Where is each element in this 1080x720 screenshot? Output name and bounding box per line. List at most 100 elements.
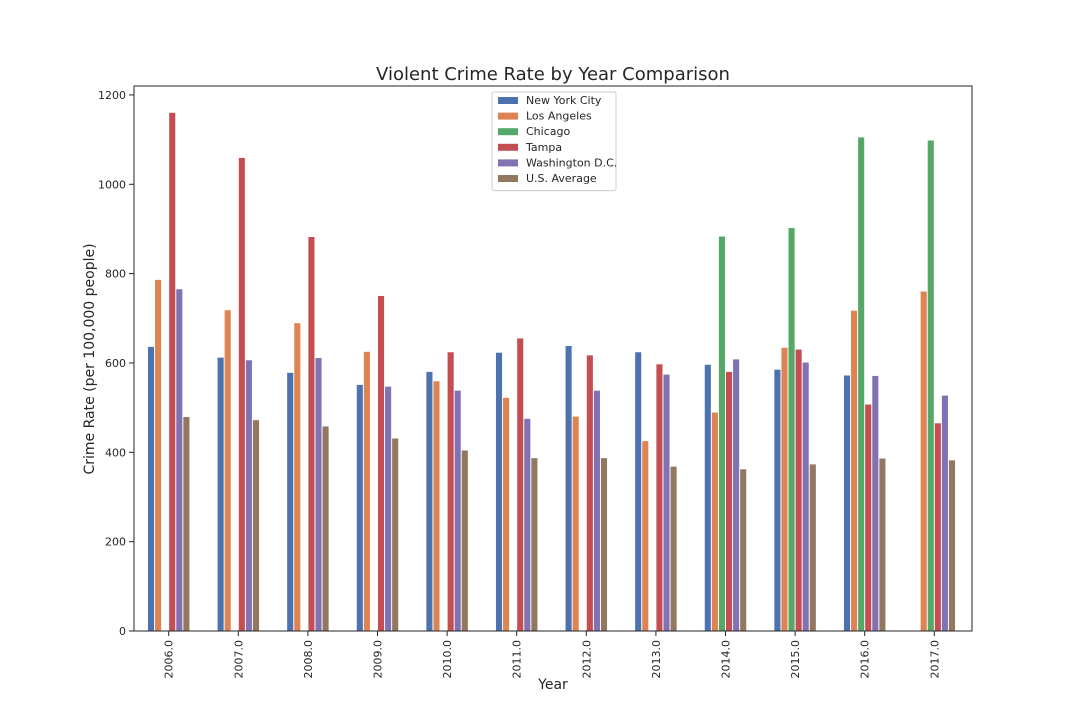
legend-swatch-u-s-average	[498, 175, 518, 182]
legend-swatch-los-angeles	[498, 112, 518, 120]
plot-frame	[133, 85, 973, 632]
legend-label-new-york-city: New York City	[526, 94, 602, 107]
y-tick-label: 600	[105, 357, 126, 370]
bar-new-york-city-2013-0	[635, 352, 642, 631]
bar-new-york-city-2009-0	[356, 384, 363, 631]
legend-swatch-washington-d-c-	[498, 159, 518, 167]
bar-new-york-city-2011-0	[495, 352, 503, 631]
bar-tampa-2015-0	[795, 349, 802, 631]
x-tick-label: 2014.0	[720, 640, 733, 679]
x-tick-label: 2009.0	[372, 640, 385, 679]
bar-new-york-city-2008-0	[287, 372, 294, 631]
y-tick-label: 0	[119, 625, 126, 638]
bar-u-s-average-2014-0	[740, 469, 747, 631]
legend-label-washington-d-c-: Washington D.C.	[526, 156, 617, 169]
legend-swatch-tampa	[498, 143, 518, 151]
chart-title: Violent Crime Rate by Year Comparison	[376, 64, 730, 85]
bar-new-york-city-2007-0	[217, 357, 224, 631]
bar-chicago-2014-0	[718, 236, 726, 632]
axis-ticks: 0 200 400 600 800 1000 1200 2006.0 2007.0 2008.0 2…	[98, 89, 941, 679]
bar-washington-d-c--2011-0	[524, 418, 531, 631]
x-tick-label: 2008.0	[302, 640, 315, 679]
bar-tampa-2007-0	[238, 157, 245, 632]
legend-label-los-angeles: Los Angeles	[526, 110, 592, 123]
bar-los-angeles-2012-0	[572, 416, 579, 631]
bar-new-york-city-2006-0	[147, 346, 155, 631]
bar-tampa-2017-0	[934, 423, 941, 631]
bar-los-angeles-2017-0	[920, 291, 927, 631]
bar-u-s-average-2017-0	[948, 460, 956, 631]
bar-washington-d-c--2009-0	[385, 386, 392, 631]
bar-chicago-2017-0	[927, 140, 934, 631]
bars	[147, 112, 956, 632]
x-tick-label: 2010.0	[441, 640, 454, 679]
bar-u-s-average-2013-0	[670, 466, 677, 631]
bar-tampa-2009-0	[377, 295, 385, 631]
bar-new-york-city-2012-0	[565, 345, 572, 631]
bar-new-york-city-2010-0	[426, 371, 433, 631]
legend-label-chicago: Chicago	[526, 125, 570, 138]
bar-los-angeles-2010-0	[433, 381, 440, 631]
y-tick-label: 800	[105, 268, 126, 281]
bar-u-s-average-2011-0	[531, 458, 538, 631]
legend-label-tampa: Tampa	[525, 141, 562, 154]
bar-los-angeles-2013-0	[642, 441, 649, 631]
bar-u-s-average-2009-0	[392, 438, 399, 631]
bar-washington-d-c--2010-0	[454, 390, 461, 631]
legend-label-u-s-average: U.S. Average	[526, 172, 597, 185]
bar-los-angeles-2007-0	[224, 310, 231, 631]
bar-u-s-average-2007-0	[252, 420, 260, 631]
x-tick-label: 2007.0	[232, 640, 245, 679]
bar-washington-d-c--2006-0	[176, 289, 183, 631]
bar-washington-d-c--2017-0	[941, 395, 948, 631]
y-tick-label: 200	[105, 536, 126, 549]
bar-washington-d-c--2007-0	[245, 360, 252, 631]
bar-chicago-2016-0	[858, 137, 865, 631]
bar-new-york-city-2016-0	[843, 375, 851, 631]
bar-los-angeles-2016-0	[851, 310, 858, 631]
bar-u-s-average-2015-0	[809, 464, 816, 631]
bar-washington-d-c--2012-0	[593, 390, 600, 631]
x-tick-label: 2011.0	[511, 640, 524, 679]
bar-los-angeles-2014-0	[711, 412, 718, 631]
bar-u-s-average-2012-0	[600, 458, 608, 631]
bar-tampa-2013-0	[656, 364, 663, 631]
bar-los-angeles-2008-0	[294, 323, 301, 631]
bar-washington-d-c--2015-0	[802, 362, 809, 631]
bar-tampa-2010-0	[447, 352, 454, 631]
bar-u-s-average-2006-0	[183, 417, 190, 631]
y-tick-label: 1200	[98, 89, 126, 102]
bar-tampa-2011-0	[517, 338, 524, 631]
bar-tampa-2006-0	[169, 112, 176, 632]
bar-chicago-2015-0	[788, 228, 795, 631]
bar-los-angeles-2011-0	[503, 397, 510, 631]
bar-washington-d-c--2016-0	[872, 375, 879, 631]
bar-tampa-2008-0	[308, 236, 315, 632]
legend: New York City Los Angeles Chicago Tampa Wash…	[491, 91, 617, 192]
bar-los-angeles-2009-0	[363, 351, 370, 631]
x-tick-label: 2012.0	[580, 640, 593, 679]
bar-u-s-average-2008-0	[322, 426, 329, 631]
legend-swatch-new-york-city	[498, 97, 518, 104]
bar-washington-d-c--2014-0	[733, 359, 740, 631]
bar-tampa-2014-0	[725, 371, 733, 631]
bar-new-york-city-2015-0	[774, 369, 781, 631]
bar-new-york-city-2014-0	[704, 364, 711, 631]
bar-washington-d-c--2013-0	[663, 374, 670, 631]
bar-los-angeles-2015-0	[781, 347, 788, 631]
bar-washington-d-c--2008-0	[315, 358, 322, 631]
x-tick-label: 2015.0	[789, 640, 802, 679]
x-tick-label: 2006.0	[163, 640, 176, 679]
bar-u-s-average-2016-0	[879, 458, 886, 631]
bar-tampa-2012-0	[586, 355, 593, 631]
bar-los-angeles-2006-0	[155, 279, 162, 631]
bar-u-s-average-2010-0	[461, 450, 468, 631]
x-tick-label: 2013.0	[650, 640, 663, 679]
x-tick-label: 2017.0	[928, 640, 941, 679]
bar-tampa-2016-0	[865, 404, 872, 631]
legend-frame	[491, 91, 617, 192]
y-tick-label: 1000	[98, 178, 126, 191]
y-axis-label: Crime Rate (per 100,000 people)	[82, 243, 98, 474]
x-tick-label: 2016.0	[859, 640, 872, 679]
